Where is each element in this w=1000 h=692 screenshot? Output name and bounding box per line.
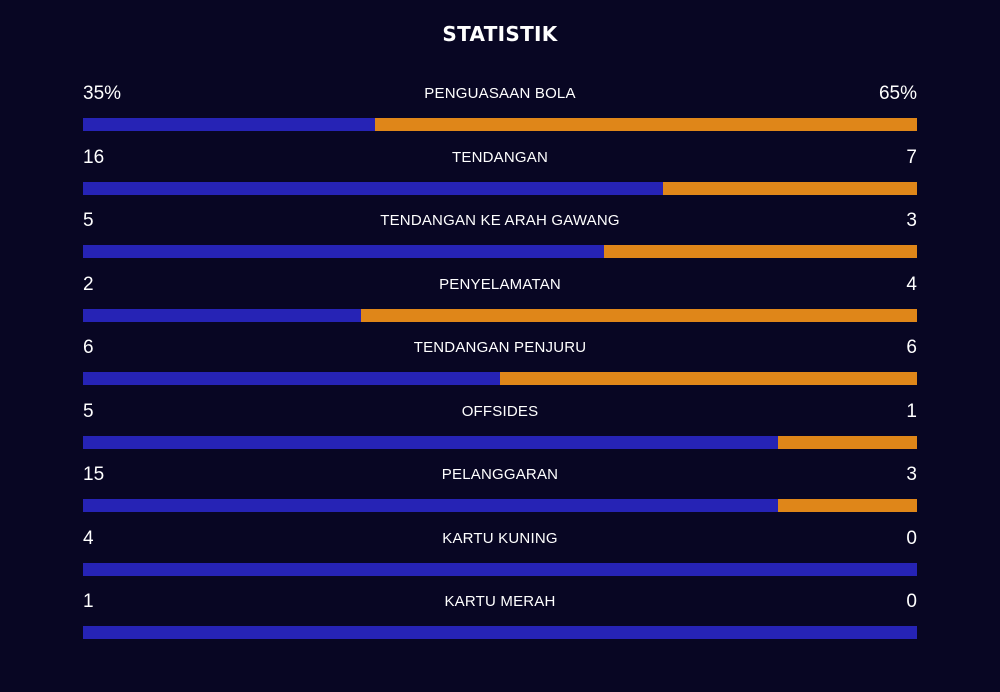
comparison-bar bbox=[83, 435, 917, 449]
stat-row: 1 KARTU MERAH 0 bbox=[83, 588, 917, 652]
stat-header: 35% PENGUASAAN BOLA 65% bbox=[83, 80, 917, 106]
home-bar-segment bbox=[83, 372, 500, 385]
away-value: 3 bbox=[906, 210, 917, 231]
home-bar-segment bbox=[83, 308, 361, 322]
comparison-bar bbox=[83, 626, 917, 639]
away-bar-segment bbox=[500, 372, 917, 385]
stat-label: KARTU KUNING bbox=[442, 529, 558, 547]
stat-header: 1 KARTU MERAH 0 bbox=[83, 588, 917, 614]
away-value: 0 bbox=[906, 591, 917, 612]
away-value: 1 bbox=[906, 400, 917, 422]
stat-header: 5 OFFSIDES 1 bbox=[83, 398, 917, 424]
home-value: 35% bbox=[83, 83, 122, 104]
comparison-bar bbox=[83, 245, 917, 258]
away-value: 6 bbox=[906, 337, 917, 358]
comparison-bar bbox=[83, 499, 917, 512]
comparison-bar bbox=[83, 308, 917, 322]
comparison-bar bbox=[83, 372, 917, 385]
statistics-list: 35% PENGUASAAN BOLA 65% 16 TENDANGAN 7 5 TENDAN… bbox=[83, 80, 917, 652]
stat-header: 15 PELANGGARAN 3 bbox=[83, 461, 917, 487]
stat-label: PENYELAMATAN bbox=[439, 275, 561, 293]
stat-header: 5 TENDANGAN KE ARAH GAWANG 3 bbox=[83, 207, 917, 233]
away-value: 65% bbox=[878, 83, 917, 104]
stat-row: 4 KARTU KUNING 0 bbox=[83, 525, 917, 589]
away-bar-segment bbox=[777, 499, 917, 512]
home-bar-segment bbox=[83, 499, 778, 512]
stat-row: 5 OFFSIDES 1 bbox=[83, 398, 917, 462]
comparison-bar bbox=[83, 181, 917, 195]
home-bar-segment bbox=[83, 181, 663, 195]
stat-header: 4 KARTU KUNING 0 bbox=[83, 525, 917, 551]
away-bar-segment bbox=[662, 181, 917, 195]
stat-label: PENGUASAAN BOLA bbox=[424, 85, 576, 102]
stat-label: KARTU MERAH bbox=[444, 593, 556, 610]
stat-label: TENDANGAN PENJURU bbox=[413, 339, 587, 356]
home-value: 5 bbox=[83, 210, 94, 231]
stat-header: 2 PENYELAMATAN 4 bbox=[83, 271, 917, 297]
away-value: 3 bbox=[906, 464, 917, 485]
stat-label: TENDANGAN bbox=[452, 148, 548, 166]
away-value: 4 bbox=[906, 273, 917, 295]
away-bar-segment bbox=[360, 308, 917, 322]
stat-label: OFFSIDES bbox=[461, 402, 539, 420]
stat-row: 6 TENDANGAN PENJURU 6 bbox=[83, 334, 917, 398]
home-bar-segment bbox=[83, 118, 375, 131]
away-value: 7 bbox=[906, 146, 917, 168]
stat-row: 35% PENGUASAAN BOLA 65% bbox=[83, 80, 917, 144]
home-value: 15 bbox=[83, 464, 105, 485]
home-value: 1 bbox=[83, 591, 94, 612]
stat-header: 16 TENDANGAN 7 bbox=[83, 144, 917, 170]
away-bar-segment bbox=[604, 245, 917, 258]
home-bar-segment bbox=[83, 245, 605, 258]
stat-row: 2 PENYELAMATAN 4 bbox=[83, 271, 917, 335]
away-value: 0 bbox=[906, 527, 917, 549]
away-bar-segment bbox=[374, 118, 917, 131]
comparison-bar bbox=[83, 118, 917, 131]
home-value: 16 bbox=[83, 146, 105, 168]
comparison-bar bbox=[83, 562, 917, 576]
home-value: 5 bbox=[83, 400, 94, 422]
home-value: 4 bbox=[83, 527, 94, 549]
statistics-title: STATISTIK bbox=[442, 22, 558, 46]
home-value: 2 bbox=[83, 273, 94, 295]
home-value: 6 bbox=[83, 337, 94, 358]
home-bar-segment bbox=[83, 435, 778, 449]
stat-header: 6 TENDANGAN PENJURU 6 bbox=[83, 334, 917, 360]
away-bar-segment bbox=[777, 435, 917, 449]
home-bar-segment bbox=[83, 562, 917, 576]
stat-row: 15 PELANGGARAN 3 bbox=[83, 461, 917, 525]
home-bar-segment bbox=[83, 626, 917, 639]
stat-label: PELANGGARAN bbox=[441, 466, 559, 483]
stat-label: TENDANGAN KE ARAH GAWANG bbox=[380, 212, 620, 229]
stat-row: 16 TENDANGAN 7 bbox=[83, 144, 917, 208]
stat-row: 5 TENDANGAN KE ARAH GAWANG 3 bbox=[83, 207, 917, 271]
